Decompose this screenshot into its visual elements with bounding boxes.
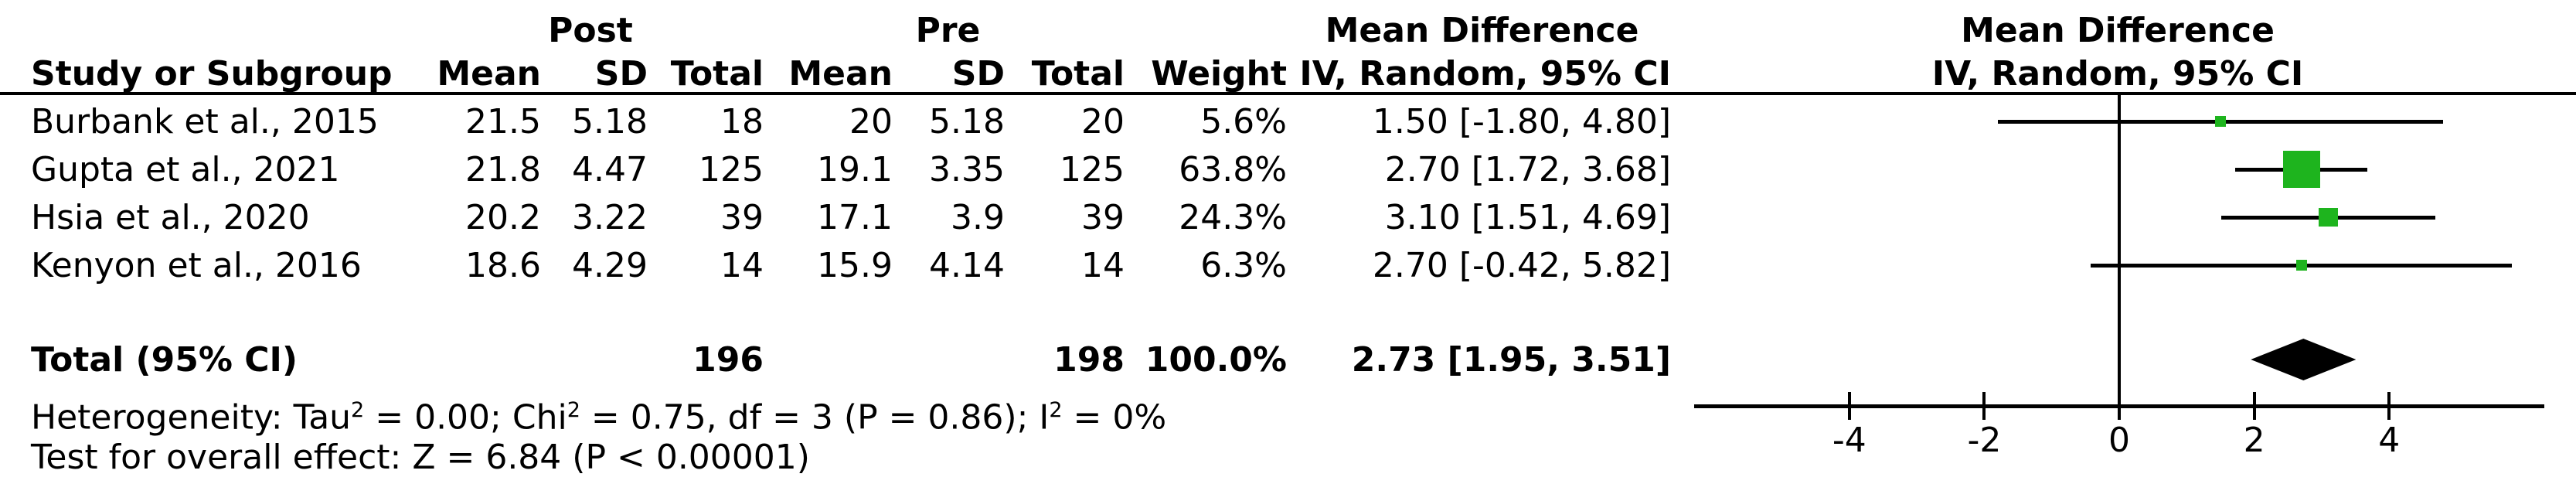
post-mean-value: 21.5 xyxy=(465,101,541,141)
study-label: Gupta et al., 2021 xyxy=(31,149,340,189)
pre-total-value: 39 xyxy=(1081,197,1125,237)
pre-sd-value: 3.9 xyxy=(951,197,1005,237)
total-label: Total (95% CI) xyxy=(31,339,298,380)
post-total-value: 18 xyxy=(720,101,764,141)
total-row: Total (95% CI) 196 198 100.0% 2.73 [1.95… xyxy=(0,336,2576,383)
het-seg: = 0.00; Chi xyxy=(364,397,567,438)
ci-text: 2.70 [1.72, 3.68] xyxy=(1384,149,1671,189)
axis-tick-label: 0 xyxy=(2108,421,2130,460)
post-sd-column-header: SD xyxy=(594,53,648,94)
plot-header-line2: IV, Random, 95% CI xyxy=(1931,53,2304,94)
table-row: Burbank et al., 2015 21.5 5.18 18 20 5.1… xyxy=(0,97,2576,145)
heterogeneity-text: Heterogeneity: Tau2 = 0.00; Chi2 = 0.75,… xyxy=(31,387,1167,438)
pre-sd-value: 3.35 xyxy=(929,149,1005,189)
axis-tick xyxy=(2252,392,2256,420)
post-mean-value: 21.8 xyxy=(465,149,541,189)
effect-square xyxy=(2295,260,2307,271)
post-mean-column-header: Mean xyxy=(437,53,541,94)
effect-square xyxy=(2215,116,2226,127)
post-mean-value: 18.6 xyxy=(465,245,541,285)
post-total-value: 39 xyxy=(720,197,764,237)
table-row: Gupta et al., 2021 21.8 4.47 125 19.1 3.… xyxy=(0,145,2576,193)
header-divider-line xyxy=(0,92,2576,95)
post-total-value: 125 xyxy=(699,149,764,189)
axis-tick-label: 4 xyxy=(2378,421,2401,460)
weight-value: 63.8% xyxy=(1179,149,1287,189)
total-pre-total: 198 xyxy=(1053,339,1125,380)
pre-mean-value: 15.9 xyxy=(817,245,893,285)
het-seg: Heterogeneity: Tau xyxy=(31,397,352,438)
effect-square xyxy=(2319,207,2338,227)
het-seg: = 0.75, df = 3 (P = 0.86); I xyxy=(580,397,1050,438)
pre-total-value: 20 xyxy=(1081,101,1125,141)
axis-tick-label: -4 xyxy=(1832,421,1866,460)
study-label: Kenyon et al., 2016 xyxy=(31,245,362,285)
pre-total-value: 125 xyxy=(1060,149,1125,189)
total-post-total: 196 xyxy=(692,339,764,380)
pre-mean-column-header: Mean xyxy=(788,53,893,94)
study-label: Burbank et al., 2015 xyxy=(31,101,379,141)
post-mean-value: 20.2 xyxy=(465,197,541,237)
pre-total-value: 14 xyxy=(1081,245,1125,285)
post-sd-value: 3.22 xyxy=(572,197,648,237)
ci-text: 2.70 [-0.42, 5.82] xyxy=(1372,245,1671,285)
weight-value: 24.3% xyxy=(1179,197,1287,237)
plot-header-line1: Mean Difference xyxy=(1961,10,2275,50)
het-seg: = 0% xyxy=(1062,397,1167,438)
pre-total-column-header: Total xyxy=(1031,53,1125,94)
total-weight: 100.0% xyxy=(1145,339,1287,380)
axis-tick xyxy=(1982,392,1986,420)
het-sup: 2 xyxy=(1049,398,1063,422)
pre-sd-column-header: SD xyxy=(951,53,1005,94)
axis-tick-label: -2 xyxy=(1967,421,2002,460)
zero-line xyxy=(2118,95,2121,407)
pre-mean-value: 19.1 xyxy=(817,149,893,189)
pre-group-header: Pre xyxy=(915,10,981,50)
study-column-header: Study or Subgroup xyxy=(31,53,393,94)
weight-column-header: Weight xyxy=(1151,53,1287,94)
axis-tick xyxy=(1847,392,1851,420)
table-row: Hsia et al., 2020 20.2 3.22 39 17.1 3.9 … xyxy=(0,193,2576,241)
table-row: Kenyon et al., 2016 18.6 4.29 14 15.9 4.… xyxy=(0,241,2576,289)
effect-header-line1: Mean Difference xyxy=(1325,10,1639,50)
post-total-value: 14 xyxy=(720,245,764,285)
total-ci-text: 2.73 [1.95, 3.51] xyxy=(1351,339,1671,380)
pre-sd-value: 4.14 xyxy=(929,245,1005,285)
header-group-row: Post Pre Mean Difference Mean Difference xyxy=(0,6,2576,54)
post-sd-value: 5.18 xyxy=(572,101,648,141)
header-columns-row: Study or Subgroup Mean SD Total Mean SD … xyxy=(0,49,2576,97)
axis-tick-label: 2 xyxy=(2243,421,2265,460)
het-sup: 2 xyxy=(567,398,580,422)
het-sup: 2 xyxy=(351,398,365,422)
axis-tick xyxy=(2387,392,2391,420)
ci-text: 3.10 [1.51, 4.69] xyxy=(1384,197,1671,237)
pre-sd-value: 5.18 xyxy=(929,101,1005,141)
effect-square xyxy=(2282,150,2320,189)
weight-value: 6.3% xyxy=(1200,245,1287,285)
post-sd-value: 4.29 xyxy=(572,245,648,285)
post-group-header: Post xyxy=(548,10,633,50)
pre-mean-value: 20 xyxy=(849,101,893,141)
study-label: Hsia et al., 2020 xyxy=(31,197,310,237)
overall-effect-text: Test for overall effect: Z = 6.84 (P < 0… xyxy=(31,438,810,477)
ci-text: 1.50 [-1.80, 4.80] xyxy=(1372,101,1671,141)
axis-tick xyxy=(2118,392,2121,420)
effect-header-line2: IV, Random, 95% CI xyxy=(1299,53,1671,94)
weight-value: 5.6% xyxy=(1200,101,1287,141)
post-total-column-header: Total xyxy=(670,53,764,94)
post-sd-value: 4.47 xyxy=(572,149,648,189)
pre-mean-value: 17.1 xyxy=(817,197,893,237)
